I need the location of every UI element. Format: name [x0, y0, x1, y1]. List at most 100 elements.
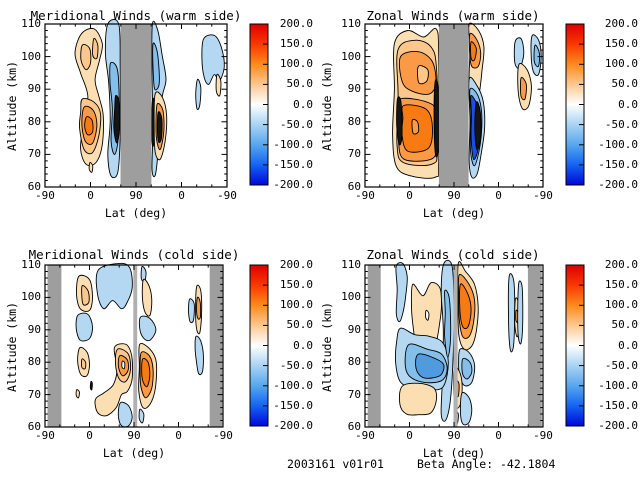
colorbar-label: 150.0 — [604, 278, 638, 292]
panel-title-zonal-warm: Zonal Winds (warm side) — [366, 8, 540, 23]
contour-region — [201, 34, 225, 85]
data-gap-band — [120, 24, 152, 187]
colorbar-label: 100.0 — [604, 57, 638, 71]
colorbar-label: 100.0 — [279, 298, 313, 312]
x-tick-label: -90 — [355, 189, 375, 202]
data-gap-band — [438, 24, 469, 187]
colorbar-label: 50.0 — [611, 77, 639, 91]
xaxis-label-meridional-cold: Lat (deg) — [102, 446, 166, 460]
colorbar-label: 0.0 — [293, 338, 313, 352]
contour-region — [81, 285, 90, 306]
y-tick-label: 60 — [27, 180, 41, 193]
colorbar-label: 150.0 — [279, 278, 313, 292]
y-tick-label: 90 — [27, 82, 41, 96]
contour-region — [75, 312, 93, 342]
data-gap-band — [527, 265, 542, 427]
colorbar-label: -100.0 — [273, 137, 313, 151]
colorbar-label: 50.0 — [611, 318, 639, 332]
contour-region — [141, 357, 151, 388]
panel-0 — [44, 19, 269, 188]
x-tick-label: 90 — [447, 429, 461, 442]
panel-title-meridional-cold: Meridional Winds (cold side) — [28, 247, 240, 262]
panel-2 — [44, 262, 269, 428]
colorbar-label: -200.0 — [598, 178, 638, 191]
contour-region — [513, 37, 525, 69]
data-gap-band — [453, 265, 458, 427]
x-tick-label: 0 — [406, 429, 413, 442]
contour-region — [141, 278, 153, 317]
x-tick-label: 0 — [175, 429, 182, 442]
x-tick-label: 90 — [129, 189, 143, 202]
x-tick-label: 0 — [495, 429, 502, 442]
colorbar-label: 50.0 — [286, 318, 314, 332]
colorbar-label: 0.0 — [293, 97, 313, 111]
x-tick-label: -90 — [213, 429, 233, 442]
beta-angle-value: -42.1804 — [500, 457, 556, 471]
contour-region — [395, 262, 408, 323]
contour-region — [444, 289, 452, 358]
contour-region — [433, 79, 440, 158]
contour-region — [215, 73, 222, 97]
y-tick-label: 90 — [347, 82, 361, 96]
xaxis-label-zonal-warm: Lat (deg) — [422, 206, 486, 220]
panel-1 — [364, 22, 585, 188]
colorbar-label: 0.0 — [618, 97, 638, 111]
y-tick-label: 90 — [347, 322, 361, 336]
dataset-version-text: 2003161 v01r01 — [287, 457, 384, 471]
panel-title-meridional-warm: Meridional Winds (warm side) — [30, 8, 242, 23]
colorbar-label: 200.0 — [279, 258, 313, 271]
data-gap-band — [367, 265, 381, 427]
contour-region — [75, 389, 80, 399]
y-tick-label: 80 — [347, 355, 361, 369]
y-tick-label: 70 — [27, 387, 41, 401]
contour-region — [81, 358, 87, 370]
contour-region — [533, 44, 541, 68]
y-tick-label: 80 — [27, 114, 41, 128]
x-tick-label: 90 — [447, 189, 461, 202]
x-tick-label: -90 — [355, 429, 375, 442]
y-tick-label: 80 — [347, 114, 361, 128]
y-tick-label: 60 — [347, 180, 361, 193]
xaxis-label-zonal-cold: Lat (deg) — [422, 446, 486, 460]
x-tick-label: 0 — [178, 189, 185, 202]
colorbar-label: -100.0 — [598, 137, 638, 151]
xaxis-label-meridional-warm: Lat (deg) — [104, 206, 168, 220]
y-tick-label: 70 — [27, 147, 41, 161]
y-tick-label: 60 — [27, 420, 41, 433]
contour-region — [89, 380, 93, 391]
contour-region — [398, 382, 437, 416]
y-tick-label: 100 — [341, 49, 361, 63]
data-gap-band — [133, 265, 138, 427]
contour-region — [396, 96, 403, 146]
colorbar-label: 50.0 — [286, 77, 314, 91]
colorbar-label: 100.0 — [279, 57, 313, 71]
contour-region — [425, 309, 430, 321]
x-tick-label: 0 — [86, 429, 93, 442]
contour-region — [113, 94, 121, 144]
x-tick-label: 0 — [406, 189, 413, 202]
contour-region — [156, 111, 163, 144]
y-tick-label: 90 — [27, 322, 41, 336]
colorbar-label: -50.0 — [604, 358, 638, 372]
contour-region — [88, 161, 94, 173]
y-tick-label: 110 — [21, 17, 41, 30]
contour-region — [152, 42, 160, 91]
colorbar-label: -200.0 — [598, 419, 638, 432]
x-tick-label: -90 — [533, 189, 553, 202]
colorbar-label: -100.0 — [598, 378, 638, 392]
contour-region — [117, 401, 133, 428]
colorbar-label: 150.0 — [604, 37, 638, 51]
contour-region — [470, 41, 477, 62]
y-tick-label: 100 — [341, 290, 361, 304]
contour-region — [459, 391, 473, 426]
y-tick-label: 80 — [27, 355, 41, 369]
x-tick-label: -90 — [35, 189, 55, 202]
colorbar-label: -50.0 — [604, 117, 638, 131]
colorbar-label: 200.0 — [604, 17, 638, 30]
y-tick-label: 100 — [21, 49, 41, 63]
x-tick-label: -90 — [217, 189, 237, 202]
contour-region — [417, 65, 429, 85]
contour-region — [461, 357, 473, 380]
y-tick-label: 100 — [21, 290, 41, 304]
